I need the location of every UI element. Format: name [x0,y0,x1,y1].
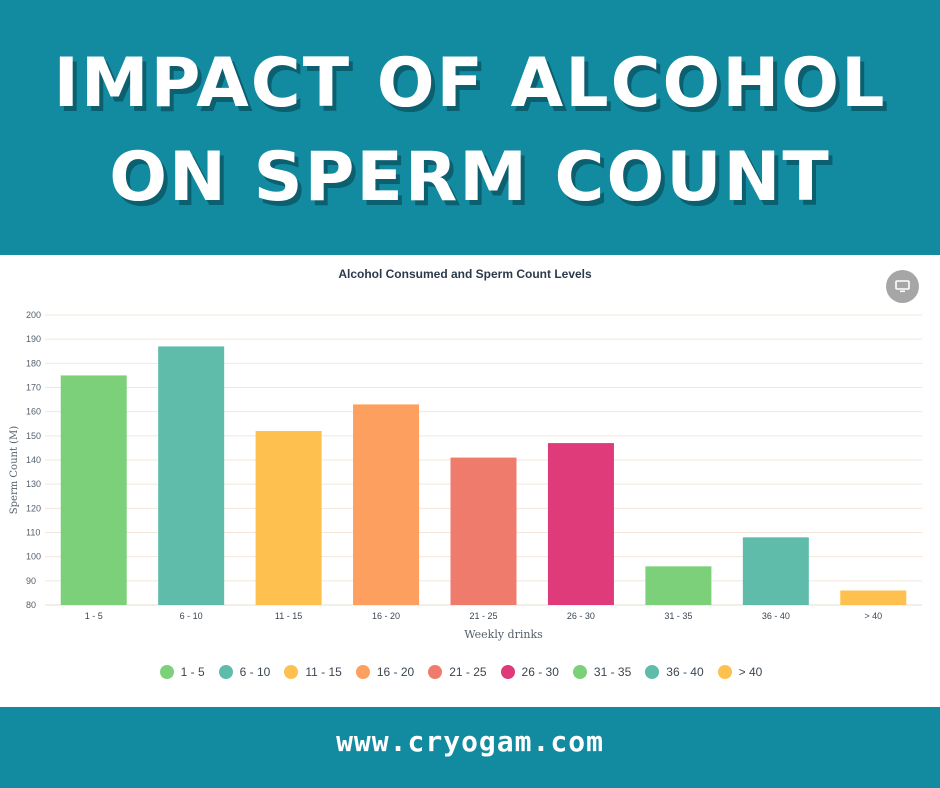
y-axis-title: Sperm Count (M) [9,426,20,515]
monitor-icon [895,280,910,293]
y-tick-label: 120 [26,503,41,513]
legend-item[interactable]: 6 - 10 [218,665,271,679]
bar-6 [547,443,614,605]
bar-chart: 80 90 100 110 120 130 140 150 160 170 180 190 200 1 -… [9,310,922,641]
legend-swatch [717,665,732,679]
x-tick-label: 11 - 15 [275,611,302,621]
legend-item[interactable]: 11 - 15 [284,665,342,679]
x-tick-label: 16 - 20 [372,611,400,621]
legend-label: 6 - 10 [239,665,271,679]
x-tick-label: 1 - 5 [85,611,103,621]
legend-item[interactable]: 16 - 20 [355,665,415,679]
x-tick-label: > 40 [864,611,882,621]
y-tick-label: 90 [26,576,36,586]
bar-7 [645,566,712,605]
chart-title: Alcohol Consumed and Sperm Count Levels [338,267,592,281]
legend-swatch [428,665,443,679]
bar-8 [742,537,809,605]
bar-9 [840,590,907,605]
bar-3 [255,431,322,605]
bar-5 [450,457,517,605]
legend-label: 31 - 35 [593,665,632,679]
x-tick-label: 21 - 25 [469,611,497,621]
legend-item[interactable]: 21 - 25 [428,665,487,679]
legend-swatch [218,665,233,679]
bar-2 [158,346,225,605]
legend-label: 1 - 5 [180,665,205,679]
legend-swatch [572,665,587,679]
legend-swatch [355,665,370,679]
y-tick-label: 80 [26,600,36,610]
legend-label: 16 - 20 [376,665,415,679]
y-tick-label: 190 [26,334,41,344]
y-tick-label: 170 [26,383,41,393]
y-tick-label: 140 [26,455,41,465]
legend-item[interactable]: 36 - 40 [645,665,704,679]
y-tick-label: 150 [26,431,41,441]
x-tick-label: 36 - 40 [762,611,790,621]
legend-item[interactable]: > 40 [717,665,763,679]
headline-line-1: IMPACT OF ALCOHOL [53,44,887,123]
legend-item[interactable]: 1 - 5 [159,665,205,679]
header-banner: IMPACT OF ALCOHOL ON SPERM COUNT [0,0,940,255]
x-tick-label: 6 - 10 [180,611,203,621]
legend-item[interactable]: 26 - 30 [500,665,559,679]
legend-item[interactable]: 31 - 35 [572,665,632,679]
x-tick-label: 31 - 35 [664,611,692,621]
chart-panel: 80 90 100 110 120 130 140 150 160 170 180 190 200 1 -… [0,255,940,707]
legend-label: 11 - 15 [305,665,342,679]
x-tick-label: 26 - 30 [567,611,595,621]
y-tick-label: 100 [26,552,41,562]
legend-swatch [500,665,515,679]
bar-1 [60,375,127,605]
y-tick-label: 180 [26,358,41,368]
website-link[interactable]: www.cryogam.com [336,725,604,758]
legend-swatch [284,665,299,679]
y-tick-label: 110 [26,528,40,538]
y-tick-label: 160 [26,407,41,417]
x-axis-title: Weekly drinks [464,628,543,641]
headline-line-2: ON SPERM COUNT [109,138,831,217]
footer-banner: www.cryogam.com [0,707,940,788]
y-tick-label: 130 [26,479,41,489]
chart-legend: 1 - 5 6 - 10 11 - 15 16 - 20 21 - 25 26 - 30 3… [0,665,922,679]
legend-label: > 40 [738,665,763,679]
legend-label: 21 - 25 [449,665,487,679]
y-tick-label: 200 [26,310,41,320]
fullscreen-button[interactable] [886,270,919,303]
legend-swatch [159,665,174,679]
legend-swatch [645,665,660,679]
legend-label: 36 - 40 [666,665,704,679]
legend-label: 26 - 30 [521,665,559,679]
bar-4 [353,404,420,605]
